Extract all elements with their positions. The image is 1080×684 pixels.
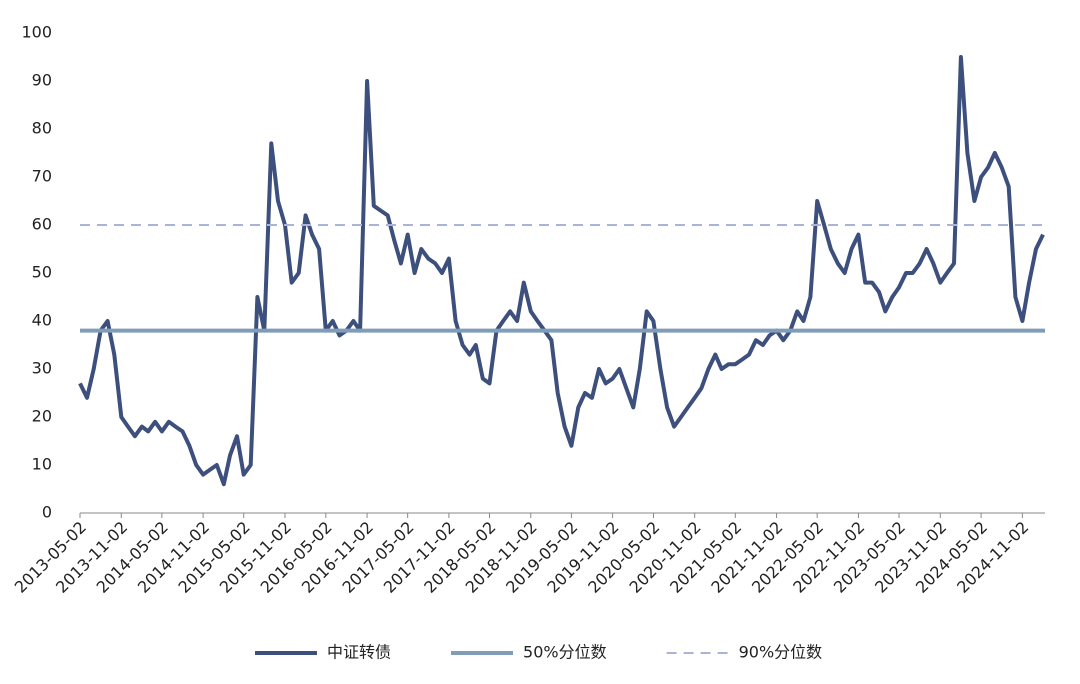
y-tick-label: 80 (32, 119, 52, 138)
y-tick-label: 70 (32, 167, 52, 186)
y-tick-label: 0 (42, 503, 52, 522)
legend-label: 90%分位数 (739, 643, 823, 662)
legend-label: 中证转债 (327, 643, 391, 662)
series-line (78, 55, 1045, 487)
y-tick-label: 30 (32, 359, 52, 378)
y-tick-label: 60 (32, 215, 52, 234)
y-tick-label: 40 (32, 311, 52, 330)
y-tick-label: 100 (21, 23, 52, 42)
y-tick-label: 20 (32, 407, 52, 426)
legend-label: 50%分位数 (523, 643, 607, 662)
y-tick-label: 90 (32, 71, 52, 90)
y-tick-label: 10 (32, 455, 52, 474)
y-tick-label: 50 (32, 263, 52, 282)
